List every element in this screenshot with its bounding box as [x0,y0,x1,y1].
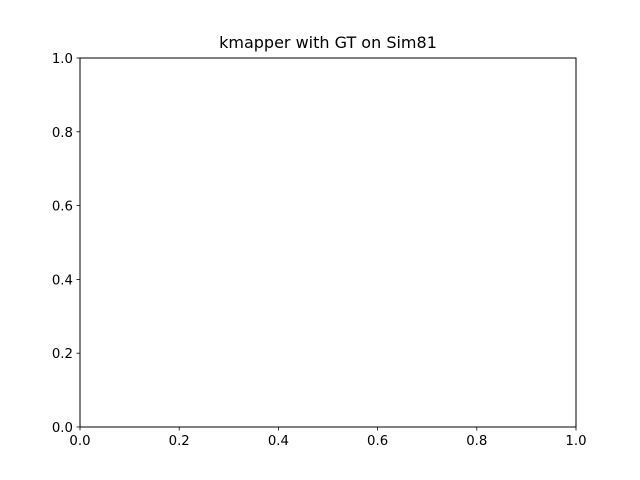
x-tick-label: 0.6 [367,434,388,449]
y-tick-label: 0.8 [52,126,73,141]
plot-frame [79,57,577,428]
y-tick-label: 0.2 [52,347,73,362]
x-tick-label: 0.8 [466,434,487,449]
y-tick-label: 1.0 [52,52,73,67]
x-tick-label: 1.0 [565,434,586,449]
x-tick-label: 0.2 [169,434,190,449]
y-tick-label: 0.4 [52,273,73,288]
chart-title: kmapper with GT on Sim81 [219,33,437,52]
y-axis: 0.0 0.2 0.4 0.6 0.8 1.0 [52,52,80,436]
y-tick-label: 0.6 [52,200,73,215]
plot-area [80,58,576,427]
x-tick-label: 0.0 [69,434,90,449]
y-tick-label: 0.0 [52,421,73,436]
x-tick-label: 0.4 [268,434,289,449]
x-axis: 0.0 0.2 0.4 0.6 0.8 1.0 [69,427,587,449]
